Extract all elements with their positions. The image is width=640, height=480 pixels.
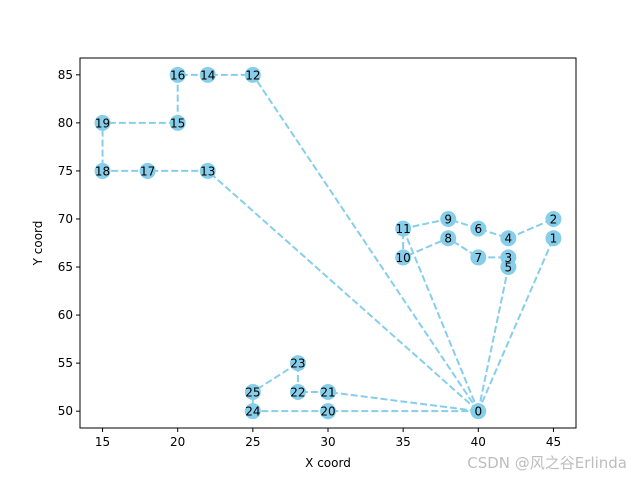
route-line-4 bbox=[251, 362, 479, 413]
node-point-12 bbox=[244, 66, 261, 83]
node-label-20: 20 bbox=[320, 405, 335, 419]
node-label-4: 4 bbox=[505, 232, 513, 246]
node-label-11: 11 bbox=[396, 222, 411, 236]
route-line-2 bbox=[101, 73, 480, 412]
node-label-0: 0 bbox=[474, 405, 482, 419]
y-axis-ticks: 50 55 60 65 70 75 80 85 bbox=[58, 68, 80, 418]
node-label-6: 6 bbox=[474, 222, 482, 236]
node-point-0 bbox=[470, 403, 487, 420]
node-point-22 bbox=[289, 383, 306, 400]
node-point-11 bbox=[395, 220, 412, 237]
node-point-25 bbox=[244, 383, 261, 400]
node-point-24 bbox=[244, 403, 261, 420]
node-point-9 bbox=[440, 210, 457, 227]
node-point-23 bbox=[289, 355, 306, 372]
node-point-19 bbox=[94, 114, 111, 131]
y-tick-label: 75 bbox=[58, 164, 73, 178]
node-label-19: 19 bbox=[95, 116, 110, 130]
node-label-14: 14 bbox=[200, 68, 215, 82]
node-label-3: 3 bbox=[505, 251, 513, 265]
y-tick-label: 60 bbox=[58, 308, 73, 322]
node-label-10: 10 bbox=[396, 251, 411, 265]
node-label-21: 21 bbox=[320, 385, 335, 399]
node-point-4 bbox=[500, 230, 517, 247]
node-label-2: 2 bbox=[550, 212, 558, 226]
y-tick-label: 50 bbox=[58, 404, 73, 418]
node-point-7 bbox=[470, 249, 487, 266]
y-tick-label: 70 bbox=[58, 212, 73, 226]
route-line-3 bbox=[402, 228, 480, 412]
node-point-13 bbox=[199, 162, 216, 179]
node-label-17: 17 bbox=[140, 164, 155, 178]
node-point-6 bbox=[470, 220, 487, 237]
node-point-10 bbox=[395, 249, 412, 266]
x-tick-label: 40 bbox=[471, 435, 486, 449]
y-tick-label: 65 bbox=[58, 260, 73, 274]
node-label-16: 16 bbox=[170, 68, 185, 82]
node-label-25: 25 bbox=[245, 385, 260, 399]
node-label-9: 9 bbox=[444, 212, 452, 226]
route-line-1 bbox=[402, 217, 555, 412]
node-point-17 bbox=[139, 162, 156, 179]
nodes-layer: 0123456789101112131415161718192021222324… bbox=[94, 66, 562, 420]
x-axis-ticks: 15 20 25 30 35 40 45 bbox=[95, 428, 561, 449]
node-point-5 bbox=[500, 259, 517, 276]
node-point-14 bbox=[199, 66, 216, 83]
y-tick-label: 85 bbox=[58, 68, 73, 82]
node-label-18: 18 bbox=[95, 164, 110, 178]
x-tick-label: 30 bbox=[320, 435, 335, 449]
x-tick-label: 35 bbox=[396, 435, 411, 449]
node-point-21 bbox=[320, 383, 336, 400]
plot-frame bbox=[79, 57, 577, 429]
node-label-13: 13 bbox=[200, 164, 215, 178]
node-label-22: 22 bbox=[290, 385, 305, 399]
y-tick-label: 80 bbox=[58, 116, 73, 130]
node-label-1: 1 bbox=[550, 232, 558, 246]
node-label-5: 5 bbox=[505, 261, 513, 275]
node-point-16 bbox=[169, 66, 186, 83]
y-tick-label: 55 bbox=[58, 356, 73, 370]
x-tick-label: 45 bbox=[546, 435, 561, 449]
node-label-23: 23 bbox=[290, 357, 305, 371]
watermark-text: CSDN @风之谷Erlinda bbox=[467, 454, 627, 472]
x-tick-label: 15 bbox=[95, 435, 110, 449]
node-point-1 bbox=[545, 230, 562, 247]
node-label-12: 12 bbox=[245, 68, 260, 82]
node-point-18 bbox=[94, 162, 111, 179]
y-axis-label: Y coord bbox=[31, 221, 45, 267]
node-label-24: 24 bbox=[245, 405, 260, 419]
x-tick-label: 20 bbox=[170, 435, 185, 449]
node-label-15: 15 bbox=[170, 116, 185, 130]
x-tick-label: 25 bbox=[245, 435, 260, 449]
node-point-20 bbox=[320, 403, 336, 420]
x-axis-label: X coord bbox=[305, 456, 351, 470]
node-label-7: 7 bbox=[474, 251, 482, 265]
node-point-8 bbox=[440, 230, 457, 247]
node-label-8: 8 bbox=[444, 232, 452, 246]
node-point-15 bbox=[169, 114, 186, 131]
node-point-2 bbox=[545, 210, 562, 227]
